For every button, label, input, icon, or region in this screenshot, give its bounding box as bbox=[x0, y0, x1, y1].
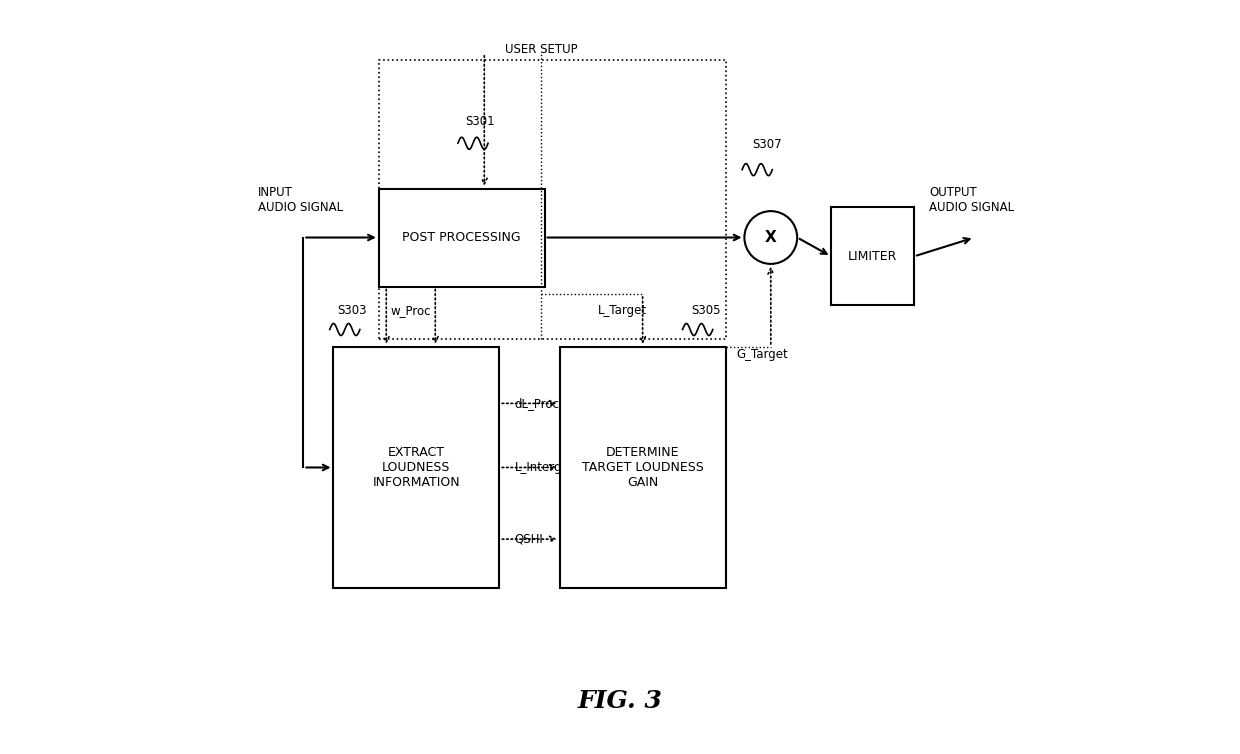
FancyBboxPatch shape bbox=[831, 207, 914, 305]
Text: S305: S305 bbox=[692, 304, 722, 317]
Text: DETERMINE
TARGET LOUDNESS
GAIN: DETERMINE TARGET LOUDNESS GAIN bbox=[582, 446, 703, 489]
Text: L_Target: L_Target bbox=[598, 304, 646, 317]
Text: EXTRACT
LOUDNESS
INFORMATION: EXTRACT LOUDNESS INFORMATION bbox=[372, 446, 460, 489]
Text: L_Interg: L_Interg bbox=[515, 461, 562, 474]
Text: X: X bbox=[765, 230, 776, 245]
Text: S303: S303 bbox=[337, 304, 367, 317]
Text: INPUT
AUDIO SIGNAL: INPUT AUDIO SIGNAL bbox=[258, 185, 343, 214]
FancyBboxPatch shape bbox=[559, 347, 725, 588]
Text: OUTPUT
AUDIO SIGNAL: OUTPUT AUDIO SIGNAL bbox=[929, 185, 1014, 214]
Text: USER SETUP: USER SETUP bbox=[505, 42, 577, 56]
Text: QSHI: QSHI bbox=[515, 532, 543, 546]
Text: dL_Proc: dL_Proc bbox=[515, 397, 559, 410]
Text: S301: S301 bbox=[465, 115, 495, 128]
FancyBboxPatch shape bbox=[334, 347, 500, 588]
Text: S307: S307 bbox=[751, 138, 781, 151]
Text: G_Target: G_Target bbox=[737, 348, 789, 361]
FancyBboxPatch shape bbox=[378, 188, 544, 287]
Text: POST PROCESSING: POST PROCESSING bbox=[402, 231, 521, 244]
Text: LIMITER: LIMITER bbox=[848, 250, 898, 263]
Text: FIG. 3: FIG. 3 bbox=[578, 689, 662, 713]
Text: w_Proc: w_Proc bbox=[391, 304, 430, 317]
